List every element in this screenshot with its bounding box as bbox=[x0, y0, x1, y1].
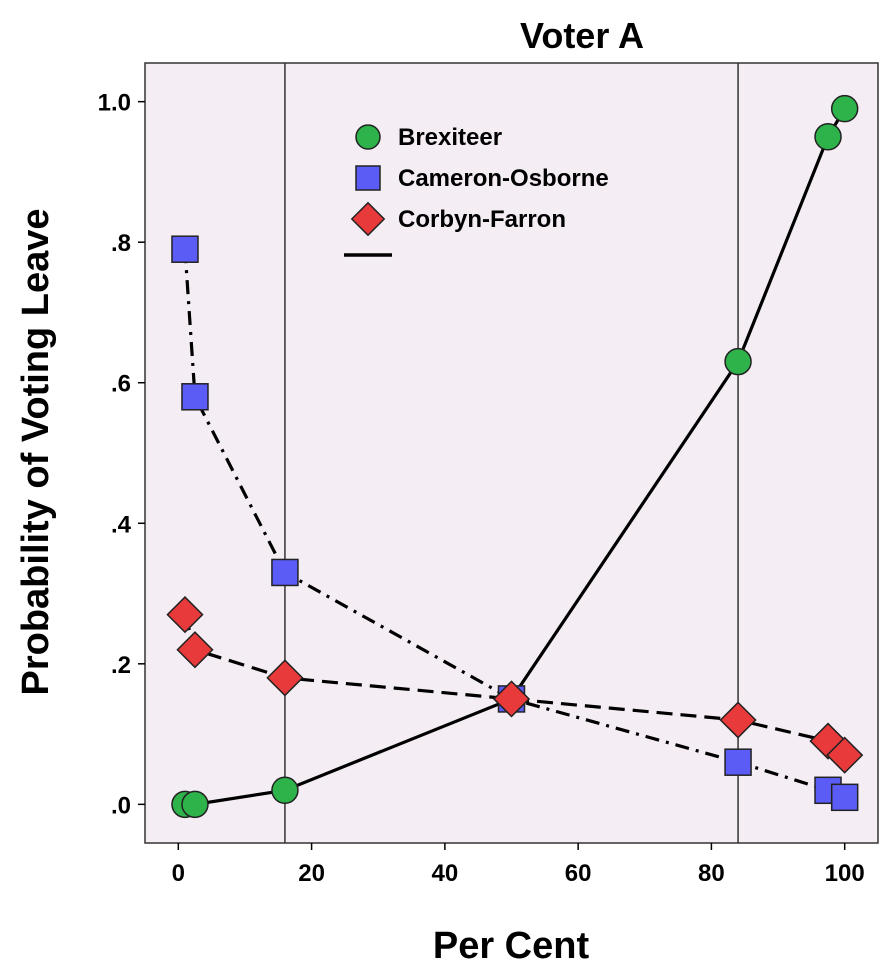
data-point-brexiteer bbox=[830, 94, 859, 123]
legend-label: Cameron-Osborne bbox=[398, 165, 609, 192]
data-point-cameron-osborne bbox=[830, 783, 859, 812]
data-point-corbyn-farron bbox=[266, 659, 304, 697]
y-tick-label: .6 bbox=[111, 371, 131, 398]
data-point-corbyn-farron bbox=[166, 596, 204, 634]
y-axis: .0 .2 .4 .6 .8 1.0 bbox=[98, 90, 145, 819]
data-point-brexiteer bbox=[271, 776, 299, 805]
legend-marker-brexiteer bbox=[355, 124, 381, 150]
x-tick-label: 100 bbox=[825, 860, 865, 887]
data-point-brexiteer bbox=[814, 123, 842, 151]
x-axis-title: Per Cent bbox=[433, 925, 590, 967]
y-tick-label: .4 bbox=[111, 511, 132, 538]
legend-label: Brexiteer bbox=[398, 124, 502, 151]
data-point-brexiteer bbox=[724, 347, 752, 376]
data-point-brexiteer bbox=[181, 790, 209, 819]
x-tick-label: 20 bbox=[298, 860, 325, 887]
y-tick-label: .2 bbox=[111, 652, 131, 679]
series-markers bbox=[166, 94, 864, 819]
x-tick-label: 40 bbox=[432, 860, 459, 887]
y-axis-title: Probability of Voting Leave bbox=[15, 208, 57, 695]
data-point-corbyn-farron bbox=[719, 701, 757, 739]
data-point-cameron-osborne bbox=[181, 383, 209, 411]
y-tick-label: 1.0 bbox=[98, 90, 131, 117]
data-point-cameron-osborne bbox=[271, 558, 299, 587]
legend-label: Corbyn-Farron bbox=[398, 206, 566, 233]
legend: Brexiteer Cameron-Osborne Corbyn-Farron bbox=[344, 124, 609, 257]
x-tick-label: 80 bbox=[698, 860, 725, 887]
x-tick-label: 0 bbox=[172, 860, 185, 887]
data-point-corbyn-farron bbox=[492, 680, 531, 718]
data-point-corbyn-farron bbox=[826, 736, 864, 774]
chart-title: Voter A bbox=[520, 15, 644, 56]
x-tick-label: 60 bbox=[565, 860, 592, 887]
data-point-cameron-osborne bbox=[724, 748, 752, 776]
x-axis: 0 20 40 60 80 100 bbox=[172, 843, 865, 887]
data-point-cameron-osborne bbox=[171, 235, 199, 263]
y-tick-label: .8 bbox=[111, 230, 131, 257]
data-point-corbyn-farron bbox=[176, 631, 214, 669]
legend-marker-corbyn-farron bbox=[350, 201, 386, 237]
legend-marker-cameron-osborne bbox=[355, 165, 381, 191]
y-tick-label: .0 bbox=[111, 792, 131, 819]
